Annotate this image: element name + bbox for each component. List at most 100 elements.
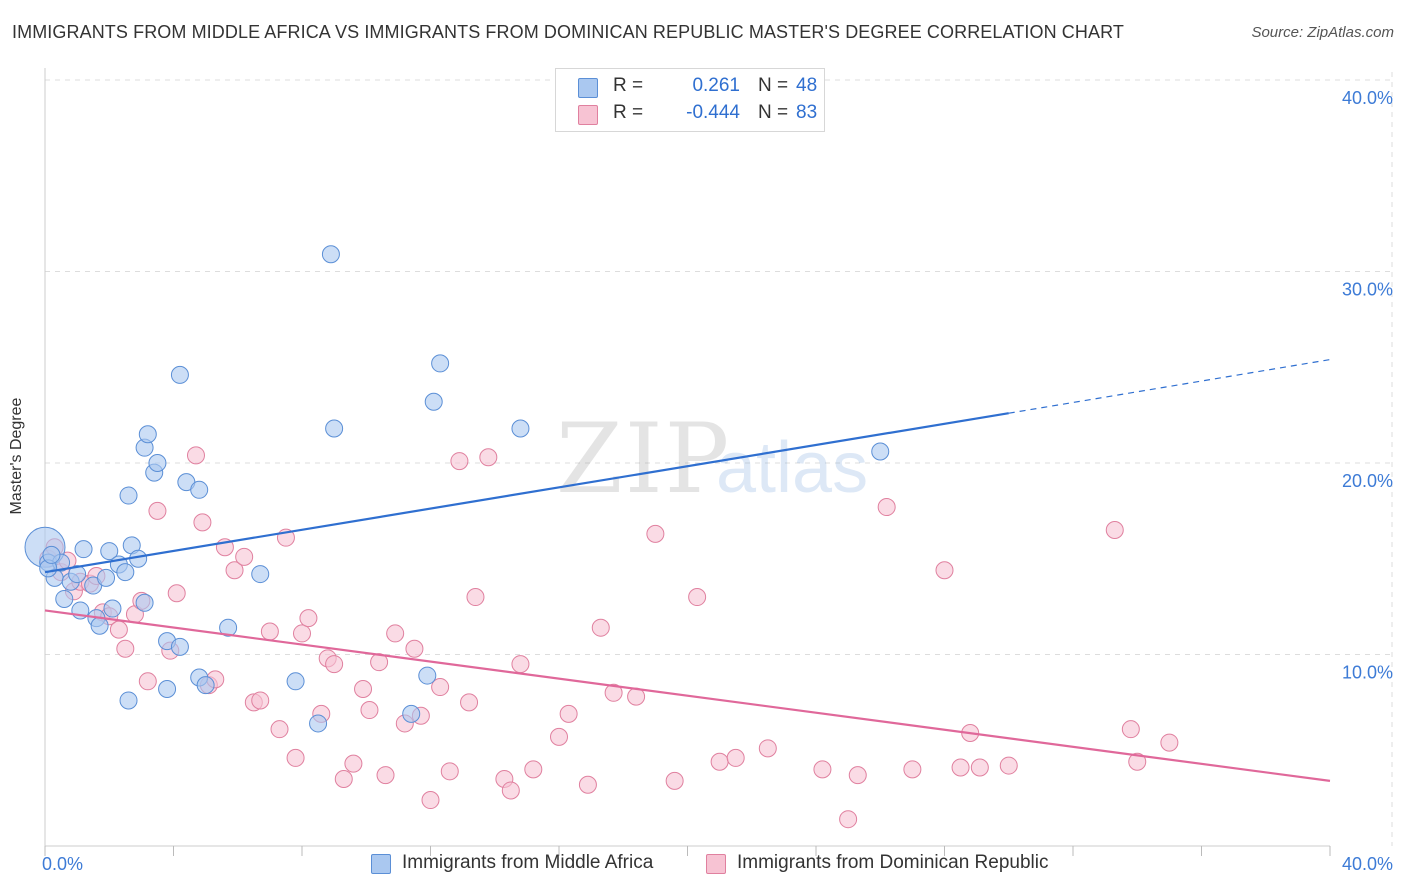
data-point-middle-africa xyxy=(402,704,421,723)
data-point-dominican-republic xyxy=(466,588,485,607)
data-point-middle-africa xyxy=(196,676,215,695)
legend-swatch-pink xyxy=(706,854,726,874)
n-label: N = xyxy=(758,75,789,96)
trendlines xyxy=(44,358,1331,782)
data-point-middle-africa xyxy=(170,637,189,656)
data-point-dominican-republic xyxy=(299,609,318,628)
data-point-dominican-republic xyxy=(235,547,254,566)
data-point-middle-africa xyxy=(170,365,189,384)
tick-labels: 10.0% 20.0% 30.0% 40.0% 0.0% 40.0% xyxy=(42,88,1393,874)
data-point-dominican-republic xyxy=(225,561,244,580)
data-point-middle-africa xyxy=(119,486,138,505)
data-point-dominican-republic xyxy=(405,639,424,658)
data-point-middle-africa xyxy=(424,392,443,411)
data-point-dominican-republic xyxy=(440,762,459,781)
source-label: Source: ZipAtlas.com xyxy=(1251,24,1394,41)
data-point-dominican-republic xyxy=(325,655,344,674)
data-point-dominican-republic xyxy=(999,756,1018,775)
data-point-dominican-republic xyxy=(578,775,597,794)
data-point-middle-africa xyxy=(219,618,238,637)
data-point-middle-africa xyxy=(325,419,344,438)
axes xyxy=(44,68,1331,856)
data-point-middle-africa xyxy=(119,691,138,710)
y-tick-label: 40.0% xyxy=(1342,88,1393,108)
data-point-dominican-republic xyxy=(116,639,135,658)
data-point-middle-africa xyxy=(871,442,890,461)
data-point-middle-africa xyxy=(418,666,437,685)
data-point-dominican-republic xyxy=(951,758,970,777)
watermark-zip: ZIP xyxy=(556,403,731,515)
data-point-dominican-republic xyxy=(421,791,440,810)
data-point-dominican-republic xyxy=(186,446,205,465)
correlation-legend: R = 0.261 N = 48 R = -0.444 N = 83 xyxy=(555,68,825,132)
data-point-dominican-republic xyxy=(293,624,311,643)
data-point-middle-africa xyxy=(135,593,154,612)
legend-label: Immigrants from Dominican Republic xyxy=(737,852,1049,873)
trendline-middle-africa xyxy=(44,412,1009,574)
n-value: 48 xyxy=(796,75,818,96)
data-point-middle-africa xyxy=(138,425,157,444)
data-point-dominican-republic xyxy=(460,693,479,712)
data-point-dominican-republic xyxy=(138,672,157,691)
data-point-dominican-republic xyxy=(431,678,450,697)
data-point-middle-africa xyxy=(68,565,87,584)
data-point-dominican-republic xyxy=(1160,733,1179,752)
legend-label: Immigrants from Middle Africa xyxy=(402,852,654,873)
legend-swatch-blue xyxy=(371,854,391,874)
data-point-dominican-republic xyxy=(903,760,922,779)
data-point-dominican-republic xyxy=(758,739,777,758)
data-point-dominican-republic xyxy=(511,655,530,674)
r-label: R = xyxy=(613,102,644,123)
data-point-middle-africa xyxy=(148,454,167,472)
data-point-middle-africa xyxy=(190,480,209,499)
data-point-dominican-republic xyxy=(270,720,289,739)
data-point-dominican-republic xyxy=(479,448,498,467)
data-point-dominican-republic xyxy=(935,561,954,580)
data-point-middle-africa xyxy=(100,542,119,561)
data-point-dominican-republic xyxy=(450,452,469,471)
data-point-dominican-republic xyxy=(148,501,167,520)
data-point-dominican-republic xyxy=(604,683,623,702)
y-tick-label: 10.0% xyxy=(1342,663,1393,683)
data-point-middle-africa xyxy=(309,714,328,733)
x-tick-label: 0.0% xyxy=(42,854,83,874)
n-value: 83 xyxy=(796,102,818,123)
data-point-middle-africa xyxy=(55,589,74,608)
data-point-dominican-republic xyxy=(877,498,896,517)
data-point-dominican-republic xyxy=(813,760,832,779)
data-point-dominican-republic xyxy=(591,618,610,637)
trendline-dominican-republic xyxy=(44,609,1331,782)
data-point-dominican-republic xyxy=(839,810,858,829)
data-point-dominican-republic xyxy=(970,758,989,777)
data-point-dominican-republic xyxy=(1128,752,1147,771)
data-point-dominican-republic xyxy=(360,701,379,720)
data-point-dominican-republic xyxy=(260,622,279,641)
data-point-dominican-republic xyxy=(167,584,186,603)
data-point-middle-africa xyxy=(103,599,122,618)
legend-swatch-pink xyxy=(578,105,598,125)
y-tick-label: 20.0% xyxy=(1342,471,1393,491)
data-point-middle-africa xyxy=(42,545,61,564)
data-point-middle-africa xyxy=(321,245,340,264)
data-point-dominican-republic xyxy=(710,752,729,771)
data-point-dominican-republic xyxy=(559,704,578,723)
data-point-dominican-republic xyxy=(251,691,270,710)
y-tick-label: 30.0% xyxy=(1342,280,1393,300)
data-point-middle-africa xyxy=(116,563,135,582)
data-point-middle-africa xyxy=(431,354,450,373)
trendline-middle-africa-extension xyxy=(1008,358,1331,414)
data-point-dominican-republic xyxy=(376,766,395,785)
data-point-dominican-republic xyxy=(344,754,363,773)
data-point-dominican-republic xyxy=(665,771,684,790)
data-point-dominican-republic xyxy=(1121,720,1140,739)
r-value: -0.444 xyxy=(686,102,740,123)
data-point-middle-africa xyxy=(90,616,109,635)
data-point-dominican-republic xyxy=(726,748,745,767)
legend-swatch-blue xyxy=(578,78,598,98)
data-point-dominican-republic xyxy=(848,766,867,785)
data-point-middle-africa xyxy=(97,568,116,587)
gridlines xyxy=(45,72,1393,846)
watermark: ZIP atlas xyxy=(556,403,868,515)
data-point-dominican-republic xyxy=(109,620,128,639)
data-point-dominican-republic xyxy=(286,748,305,767)
